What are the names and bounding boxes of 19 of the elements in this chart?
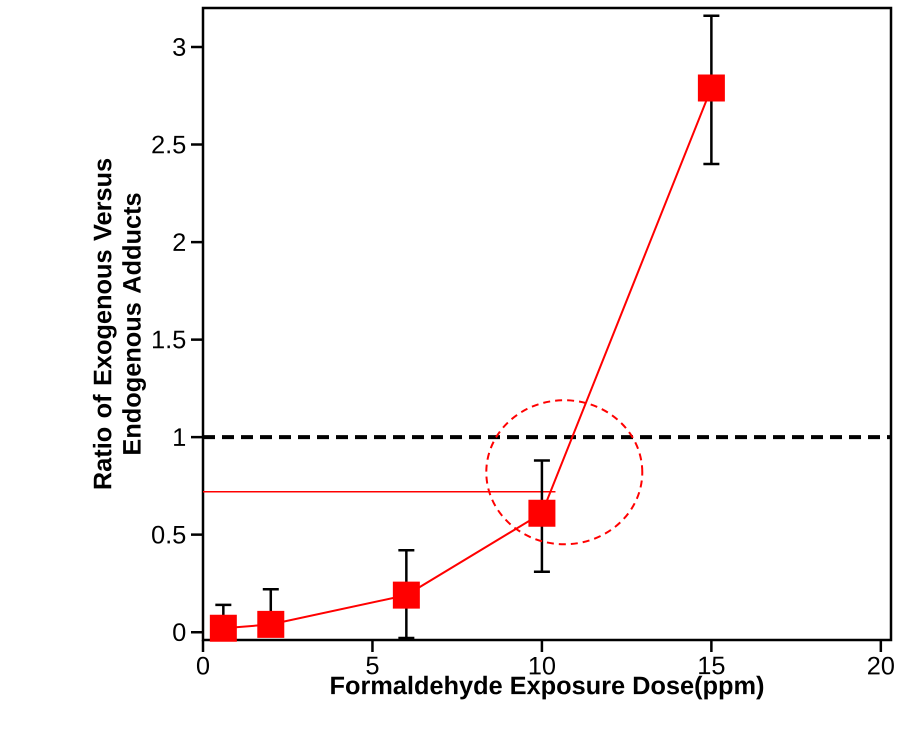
y-tick-label: 2	[173, 233, 186, 251]
y-tick-label: 1	[174, 428, 186, 446]
y-tick-label: 2.5	[152, 136, 186, 154]
y-tick-label: 0	[173, 623, 186, 642]
y-tick-label: 3	[173, 38, 186, 56]
y-axis-title: Ratio of Exogenous Versus Endogenous Adducts	[92, 158, 146, 488]
y-tick-label: 0.5	[152, 526, 186, 544]
point	[528, 500, 556, 527]
y-tick-label: 1.5	[152, 330, 186, 348]
x-tick-label: 5	[366, 656, 378, 674]
point	[698, 74, 725, 102]
x-axis-title: Formaldehyde Exposure Dose(ppm)	[331, 676, 764, 700]
x-tick-label: 15	[699, 656, 724, 674]
x-tick-label: 10	[530, 656, 556, 675]
point	[210, 614, 237, 642]
point	[392, 582, 420, 609]
point	[257, 610, 284, 638]
x-tick-label: 20	[868, 656, 894, 675]
x-tick-label: 0	[196, 656, 210, 675]
